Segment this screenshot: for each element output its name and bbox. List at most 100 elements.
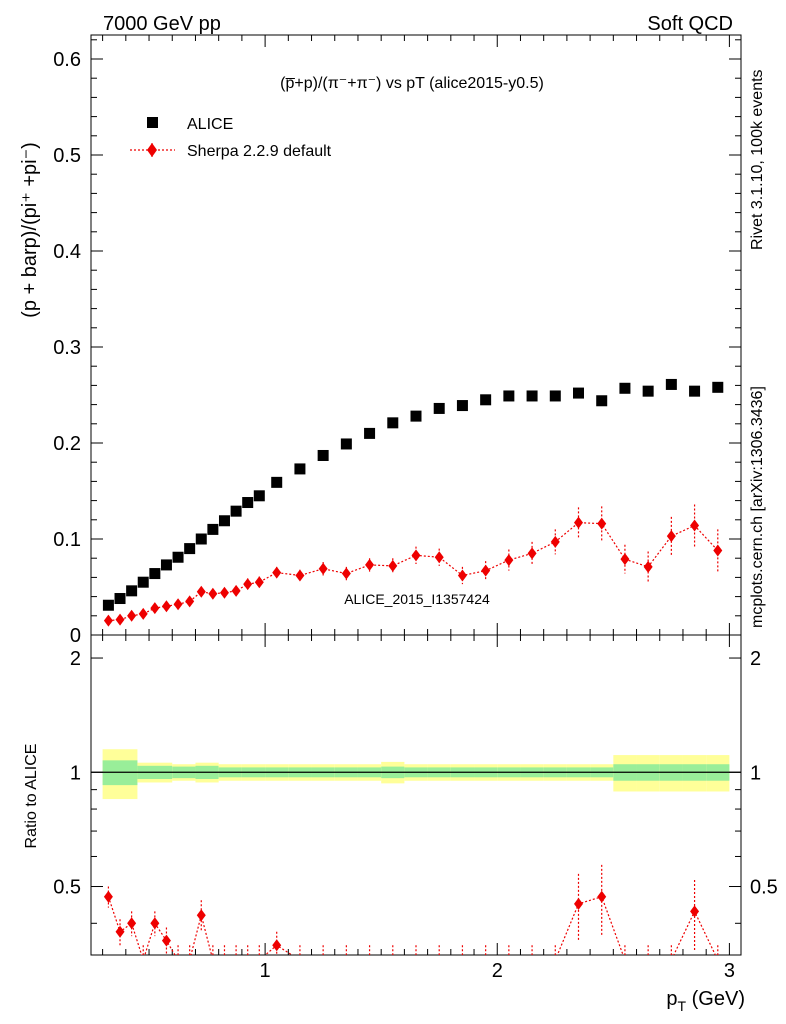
sherpa-ratio-point xyxy=(258,954,260,955)
alice-point xyxy=(126,585,138,597)
ratio-y-axis-label: Ratio to ALICE xyxy=(23,744,40,849)
ratio-y-tick-label-right: 0.5 xyxy=(750,877,778,899)
sherpa-point xyxy=(690,519,700,532)
sherpa-point xyxy=(208,587,218,600)
sherpa-point xyxy=(231,584,241,597)
alice-point xyxy=(410,410,422,422)
sherpa-point xyxy=(254,576,264,589)
mcplots-label: mcplots.cern.ch [arXiv:1306.3436] xyxy=(749,386,766,628)
sherpa-ratio-point xyxy=(322,954,324,955)
sherpa-ratio-point xyxy=(196,909,206,922)
alice-point xyxy=(549,390,561,402)
sherpa-ratio-point xyxy=(103,890,113,903)
sherpa-point xyxy=(550,535,560,548)
ratio-y-tick-label: 1 xyxy=(70,762,81,784)
alice-point xyxy=(526,390,538,402)
sherpa-ratio-point xyxy=(670,954,673,955)
alice-point xyxy=(137,576,149,588)
legend-sherpa-marker xyxy=(147,143,157,157)
main-y-axis-label: (p + barp)/(pi⁺ +pi⁻) xyxy=(19,142,41,318)
alice-point xyxy=(433,402,445,414)
alice-point xyxy=(456,400,468,412)
alice-point xyxy=(573,387,584,399)
sherpa-ratio-point xyxy=(150,917,160,930)
sherpa-point xyxy=(643,560,653,573)
sherpa-ratio-point xyxy=(345,954,348,955)
alice-point xyxy=(102,599,114,611)
sherpa-point xyxy=(666,530,676,543)
alice-point xyxy=(340,438,352,450)
x-axis-label: pT (GeV) xyxy=(666,988,745,1014)
sherpa-point xyxy=(527,547,537,560)
y-tick-label: 0.4 xyxy=(53,241,81,263)
sherpa-ratio-point xyxy=(508,954,510,955)
ratio-y-tick-label-right: 1 xyxy=(750,762,761,784)
rivet-label: Rivet 3.1.10, 100k events xyxy=(749,69,766,250)
alice-point xyxy=(253,490,265,502)
legend-sherpa-label: Sherpa 2.2.9 default xyxy=(187,143,332,160)
sherpa-ratio-point xyxy=(127,917,137,930)
alice-point xyxy=(619,382,631,394)
sherpa-ratio-point xyxy=(415,954,417,955)
alice-point xyxy=(712,381,724,393)
alice-point xyxy=(195,533,207,545)
sherpa-point xyxy=(115,613,125,626)
legend-alice-marker xyxy=(147,117,158,128)
sherpa-ratio-point xyxy=(554,954,556,955)
header-left: 7000 GeV pp xyxy=(103,13,221,35)
alice-point xyxy=(218,515,230,527)
sherpa-point xyxy=(388,559,398,572)
ratio-plot-frame xyxy=(90,634,742,956)
x-tick-label: 1 xyxy=(260,960,271,982)
sherpa-point xyxy=(295,569,305,582)
sherpa-point xyxy=(457,569,467,582)
sherpa-ratio-point xyxy=(115,925,125,938)
sherpa-point xyxy=(365,558,375,571)
sherpa-point xyxy=(272,566,282,579)
alice-point xyxy=(317,449,329,461)
sherpa-point xyxy=(173,598,183,611)
x-tick-label: 3 xyxy=(724,960,735,982)
alice-point xyxy=(642,385,654,397)
header-right: Soft QCD xyxy=(647,13,733,35)
alice-point xyxy=(242,497,254,509)
sherpa-point xyxy=(411,549,421,562)
y-tick-label: 0.5 xyxy=(53,145,81,167)
sherpa-ratio-point xyxy=(188,954,191,955)
sherpa-ratio-point xyxy=(161,934,171,947)
alice-point xyxy=(114,593,126,605)
y-tick-label: 0.6 xyxy=(53,49,81,71)
alice-point xyxy=(271,476,283,488)
alice-point xyxy=(689,385,701,397)
sherpa-ratio-point xyxy=(690,905,700,918)
y-tick-label: 0.1 xyxy=(53,529,81,551)
alice-series xyxy=(102,378,724,611)
chart-title: (p̅+p)/(π⁻+π⁻) vs pT (alice2015-y0.5) xyxy=(280,75,544,92)
sherpa-point xyxy=(243,578,253,591)
sherpa-ratio-point xyxy=(247,954,249,955)
ratio-y-tick-label: 2 xyxy=(70,648,81,670)
alice-point xyxy=(665,378,677,390)
sherpa-point xyxy=(713,544,723,557)
sherpa-ratio-point xyxy=(717,954,719,955)
sherpa-ratio-point xyxy=(223,954,226,955)
sherpa-point xyxy=(318,562,328,575)
sherpa-point xyxy=(434,551,444,564)
y-tick-label: 0.3 xyxy=(53,337,81,359)
ratio-y-tick-label: 0.5 xyxy=(53,877,81,899)
main-panel: (p̅+p)/(π⁻+π⁻) vs pT (alice2015-y0.5) (p… xyxy=(19,34,742,647)
sherpa-point xyxy=(185,595,195,608)
y-tick-label: 0 xyxy=(70,625,81,647)
sherpa-ratio-point xyxy=(597,890,607,903)
sherpa-point xyxy=(219,586,229,599)
alice-point xyxy=(596,395,608,407)
sherpa-ratio-point xyxy=(212,954,214,955)
alice-point xyxy=(149,568,161,580)
sherpa-ratio-line xyxy=(107,895,717,955)
sherpa-ratio-point xyxy=(438,954,440,955)
sherpa-ratio-point xyxy=(142,954,144,955)
alice-point xyxy=(160,559,172,571)
sherpa-point xyxy=(620,553,630,566)
sherpa-ratio-point xyxy=(484,954,487,955)
